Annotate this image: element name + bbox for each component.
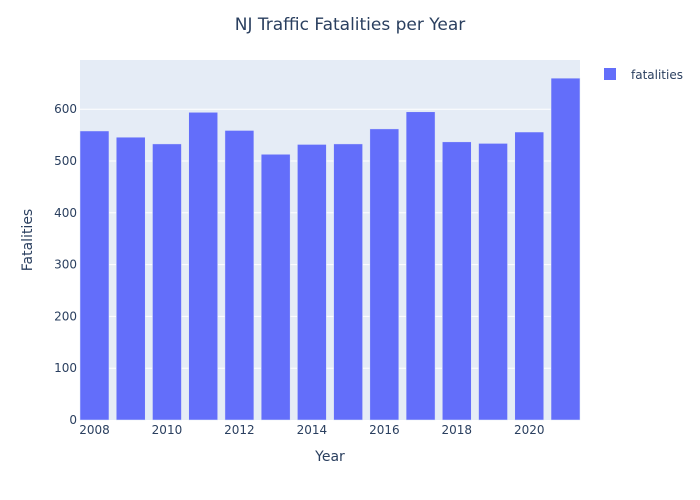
y-tick-label: 100 (54, 361, 77, 375)
bar-2009[interactable] (115, 136, 146, 421)
y-axis-label: Fatalities (20, 209, 36, 271)
x-tick-label: 2010 (152, 423, 183, 437)
bar-2010[interactable] (152, 143, 182, 421)
x-tick-label: 2012 (224, 423, 255, 437)
bar-2008[interactable] (79, 130, 110, 421)
chart-title: NJ Traffic Fatalities per Year (235, 15, 466, 35)
bar-2016[interactable] (369, 128, 400, 421)
y-tick-label: 300 (54, 258, 77, 272)
x-axis-ticks: 2008 2010 2012 2014 2016 2018 2020 (79, 423, 544, 437)
bar-2021[interactable] (550, 77, 581, 421)
y-tick-label: 600 (54, 102, 77, 116)
legend[interactable]: fatalities (604, 68, 683, 82)
bars (79, 77, 581, 421)
x-tick-label: 2018 (442, 423, 473, 437)
bar-2020[interactable] (514, 131, 545, 421)
y-tick-label: 200 (54, 309, 77, 323)
y-axis-ticks: 0 100 200 300 400 500 600 (54, 102, 77, 427)
x-tick-label: 2008 (79, 423, 110, 437)
legend-label: fatalities (631, 68, 683, 82)
bar-2011[interactable] (188, 112, 218, 421)
bar-2013[interactable] (260, 154, 291, 421)
bar-2017[interactable] (405, 111, 436, 421)
bar-2018[interactable] (442, 141, 472, 421)
x-tick-label: 2016 (369, 423, 400, 437)
x-tick-label: 2014 (297, 423, 328, 437)
y-tick-label: 0 (69, 413, 77, 427)
y-tick-label: 400 (54, 206, 77, 220)
y-tick-label: 500 (54, 154, 77, 168)
x-axis-label: Year (314, 449, 345, 465)
bar-2015[interactable] (333, 143, 363, 421)
bar-2019[interactable] (478, 143, 508, 421)
x-tick-label: 2020 (514, 423, 545, 437)
bar-2012[interactable] (224, 130, 255, 421)
bar-2014[interactable] (297, 144, 327, 421)
legend-swatch (604, 68, 616, 80)
